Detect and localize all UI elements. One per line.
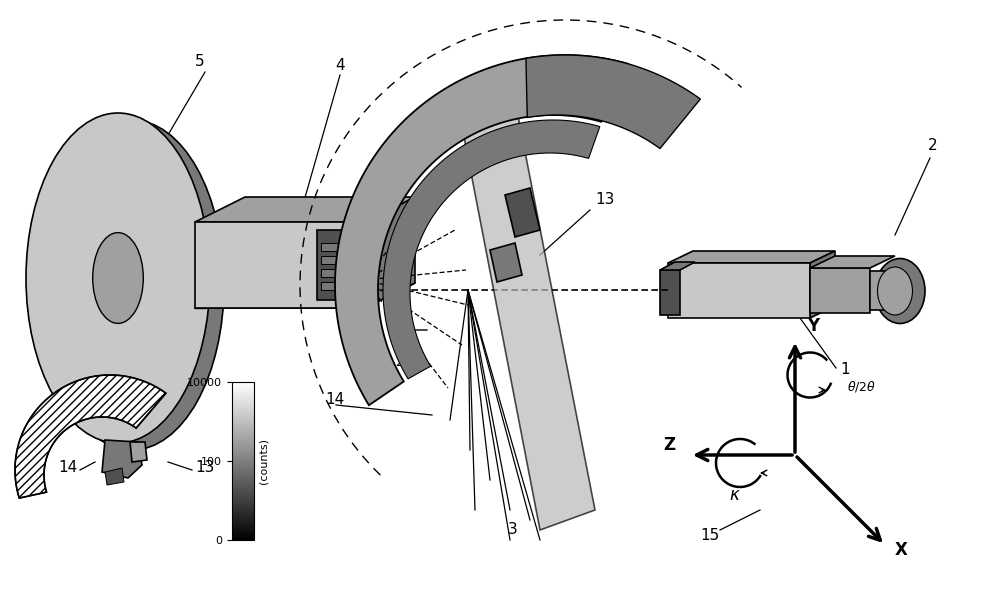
Polygon shape [321, 243, 363, 251]
Polygon shape [505, 188, 540, 237]
Polygon shape [195, 222, 365, 308]
Polygon shape [668, 263, 810, 318]
Polygon shape [15, 375, 166, 498]
Text: $\theta/2\theta$: $\theta/2\theta$ [847, 379, 876, 395]
Polygon shape [365, 197, 415, 308]
Text: $2\theta_{hkl}$: $2\theta_{hkl}$ [395, 355, 426, 371]
Text: 13: 13 [195, 460, 214, 476]
Ellipse shape [875, 258, 925, 324]
Polygon shape [810, 268, 870, 313]
Polygon shape [102, 440, 142, 478]
Text: $\kappa$: $\kappa$ [729, 486, 741, 504]
Polygon shape [668, 251, 835, 263]
Polygon shape [321, 256, 363, 264]
Polygon shape [660, 270, 680, 315]
Polygon shape [660, 262, 695, 270]
Polygon shape [195, 283, 415, 308]
Polygon shape [317, 230, 365, 300]
Ellipse shape [40, 120, 224, 450]
Text: 3: 3 [508, 523, 518, 537]
Polygon shape [321, 282, 363, 290]
Text: 13: 13 [595, 193, 614, 207]
Text: 15: 15 [700, 528, 719, 542]
Text: 4: 4 [335, 58, 345, 72]
Y-axis label: (counts): (counts) [258, 438, 268, 484]
Text: Y: Y [807, 317, 819, 335]
Text: 1: 1 [840, 362, 850, 378]
Text: Z: Z [663, 436, 675, 454]
Polygon shape [321, 269, 363, 277]
Polygon shape [455, 75, 595, 530]
Polygon shape [130, 442, 147, 462]
Polygon shape [105, 468, 124, 485]
Polygon shape [870, 271, 895, 310]
Ellipse shape [93, 233, 143, 323]
Text: 2: 2 [928, 138, 938, 152]
Polygon shape [810, 256, 895, 268]
Text: X: X [895, 541, 908, 559]
Text: 14: 14 [58, 460, 77, 476]
Text: 14: 14 [325, 392, 344, 408]
Polygon shape [383, 120, 600, 379]
Ellipse shape [26, 113, 210, 443]
Polygon shape [526, 55, 700, 149]
Ellipse shape [878, 267, 912, 315]
Polygon shape [195, 197, 415, 222]
Polygon shape [810, 251, 835, 318]
Polygon shape [490, 243, 522, 282]
Polygon shape [335, 55, 628, 405]
Text: 5: 5 [195, 54, 205, 70]
